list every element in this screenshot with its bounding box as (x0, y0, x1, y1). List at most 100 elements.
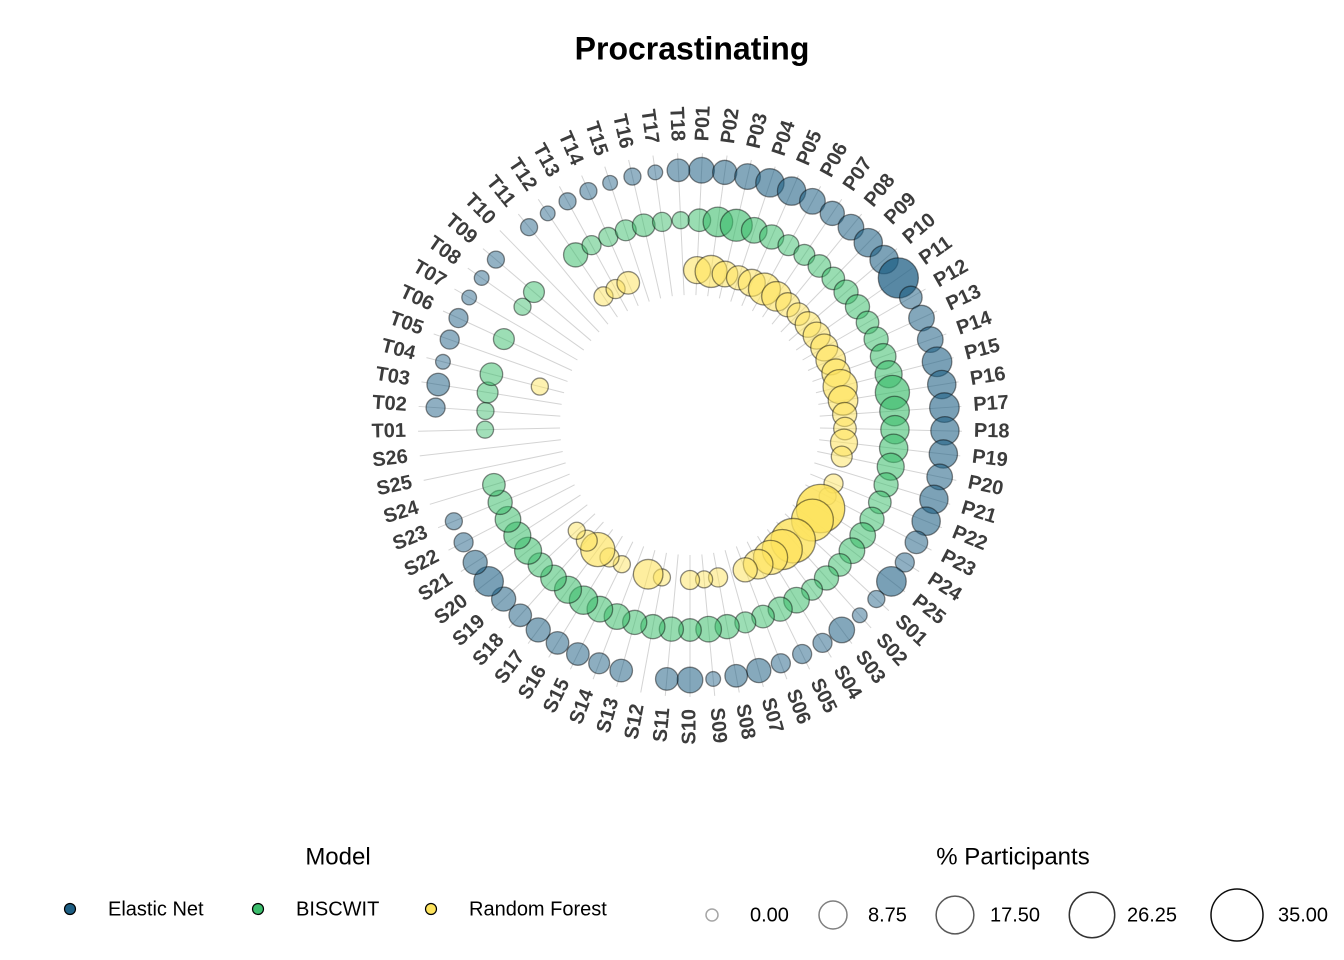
legend-title: Model (305, 843, 370, 870)
bubble (486, 250, 506, 269)
legend-label: Elastic Net (108, 898, 204, 920)
bubble (651, 211, 673, 233)
spoke (499, 230, 600, 333)
category-label: P03 (743, 111, 772, 151)
bubble (894, 552, 915, 573)
bubble (575, 529, 598, 552)
bubble (654, 667, 679, 691)
bubble (875, 565, 907, 597)
bubble (904, 530, 929, 555)
spoke (652, 155, 673, 297)
category-label: T01 (371, 420, 406, 443)
bubble (609, 658, 634, 683)
bubble (777, 234, 800, 257)
spoke (423, 450, 563, 481)
bubble (525, 617, 551, 643)
bubble (508, 603, 533, 628)
bubble (513, 297, 532, 316)
bubble (851, 607, 868, 624)
bubble (732, 557, 758, 583)
category-label: S09 (706, 707, 731, 744)
size-legend-label: 35.00 (1278, 904, 1328, 926)
category-label: T16 (608, 112, 637, 151)
bubble (676, 666, 704, 694)
bubble (426, 372, 451, 397)
bubble (616, 270, 641, 295)
bubble (562, 242, 589, 268)
bubble (444, 512, 464, 531)
bubble (867, 589, 886, 609)
bubble (565, 642, 590, 666)
bubble (828, 616, 856, 644)
spoke (418, 427, 561, 432)
category-label: P20 (966, 471, 1005, 500)
bubble (694, 570, 714, 589)
bubble (602, 174, 619, 191)
spoke (418, 405, 561, 417)
bubble (911, 506, 941, 537)
bubble (812, 632, 833, 654)
category-label: T02 (372, 392, 408, 416)
bubble (623, 167, 642, 186)
category-label: T05 (386, 307, 426, 339)
bubble (522, 280, 546, 304)
bubble (647, 164, 664, 181)
size-legend-label: 26.25 (1127, 904, 1177, 926)
size-legend-label: 17.50 (990, 904, 1040, 926)
size-legend-label: 8.75 (868, 904, 907, 926)
bubble (581, 234, 602, 256)
category-label: P02 (717, 107, 744, 145)
size-legend-circle (935, 895, 975, 935)
bubble (519, 218, 539, 237)
category-label: P16 (969, 363, 1008, 390)
category-label: T03 (374, 363, 412, 390)
size-legend-circle (1068, 891, 1116, 939)
category-label: P15 (962, 334, 1002, 364)
bubble (928, 439, 959, 469)
bubble (898, 285, 923, 310)
bubble (712, 159, 738, 186)
legend-swatch (424, 902, 438, 916)
category-label: T18 (665, 106, 689, 141)
bubble (746, 657, 772, 684)
bubble (666, 158, 691, 183)
bubble (475, 420, 495, 439)
bubble (434, 353, 451, 370)
category-label: P01 (691, 105, 715, 142)
spoke (517, 213, 609, 325)
bubble (837, 213, 865, 241)
category-label: S11 (649, 707, 674, 743)
bubble (558, 192, 577, 211)
spoke (558, 186, 629, 312)
spoke (433, 333, 568, 382)
size-legend-circle (1210, 888, 1264, 942)
category-label: P17 (973, 391, 1010, 415)
category-label: S07 (757, 695, 788, 735)
bubble (439, 329, 460, 350)
bubble (530, 377, 550, 396)
bubble (461, 289, 478, 306)
category-label: S12 (621, 702, 649, 741)
bubble (612, 555, 632, 574)
size-legend-title: % Participants (936, 843, 1089, 870)
bubble (481, 472, 506, 497)
spoke (454, 288, 578, 361)
category-label: S10 (678, 709, 700, 745)
bubble (688, 156, 716, 184)
bubble (679, 569, 701, 591)
bubble (588, 652, 611, 675)
spoke (419, 439, 561, 457)
bubble (632, 558, 664, 590)
bubble (593, 286, 614, 307)
bubble (453, 532, 474, 553)
bubble (539, 205, 556, 222)
bubble (476, 401, 495, 421)
size-legend-circle (818, 900, 848, 930)
bubble (793, 243, 816, 266)
bubble (798, 187, 826, 215)
bubble (707, 567, 729, 588)
bubble (770, 653, 792, 674)
legend-label: Random Forest (469, 898, 607, 920)
bubble (479, 362, 504, 387)
